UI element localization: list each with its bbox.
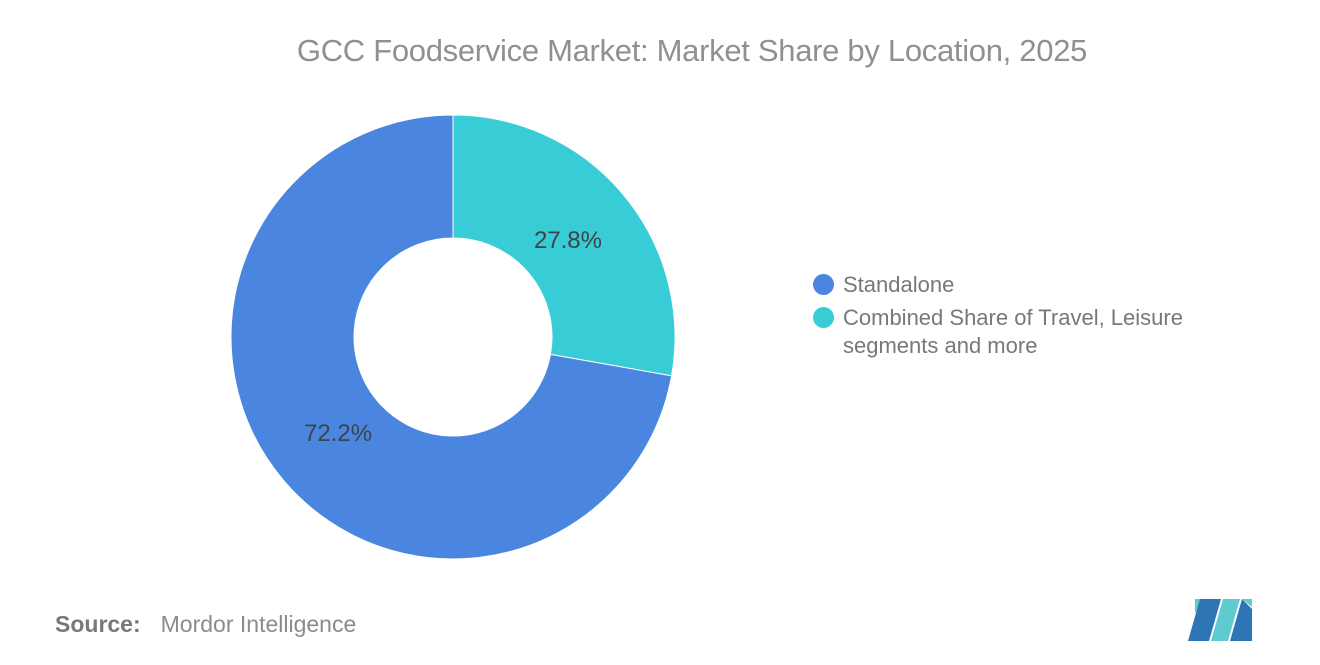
logo-teal-shape bbox=[1242, 599, 1252, 607]
legend-item-1: Combined Share of Travel, Leisure segmen… bbox=[813, 304, 1215, 360]
legend-swatch-icon bbox=[813, 307, 834, 328]
source-row: Source: Mordor Intelligence bbox=[55, 611, 356, 638]
logo-teal-shape bbox=[1211, 599, 1240, 641]
legend-item-0: Standalone bbox=[813, 271, 1215, 299]
slice-label-0: 72.2% bbox=[304, 420, 372, 447]
donut-slice-0 bbox=[231, 115, 673, 559]
legend-label: Standalone bbox=[843, 272, 955, 297]
mordor-intelligence-logo bbox=[1188, 599, 1252, 641]
slice-label-1: 27.8% bbox=[534, 227, 602, 254]
donut-chart: 27.8% 72.2% bbox=[231, 115, 675, 559]
legend-swatch-icon bbox=[813, 274, 834, 295]
logo-blue-shape bbox=[1230, 599, 1252, 641]
chart-title: GCC Foodservice Market: Market Share by … bbox=[296, 33, 1088, 68]
donut-slice-1 bbox=[452, 115, 675, 377]
logo-blue-shape bbox=[1188, 599, 1221, 641]
source-label: Source: bbox=[55, 611, 141, 637]
legend: Standalone Combined Share of Travel, Leis… bbox=[813, 271, 1215, 360]
source-value: Mordor Intelligence bbox=[160, 611, 357, 637]
legend-label: Combined Share of Travel, Leisure segmen… bbox=[843, 305, 1183, 358]
